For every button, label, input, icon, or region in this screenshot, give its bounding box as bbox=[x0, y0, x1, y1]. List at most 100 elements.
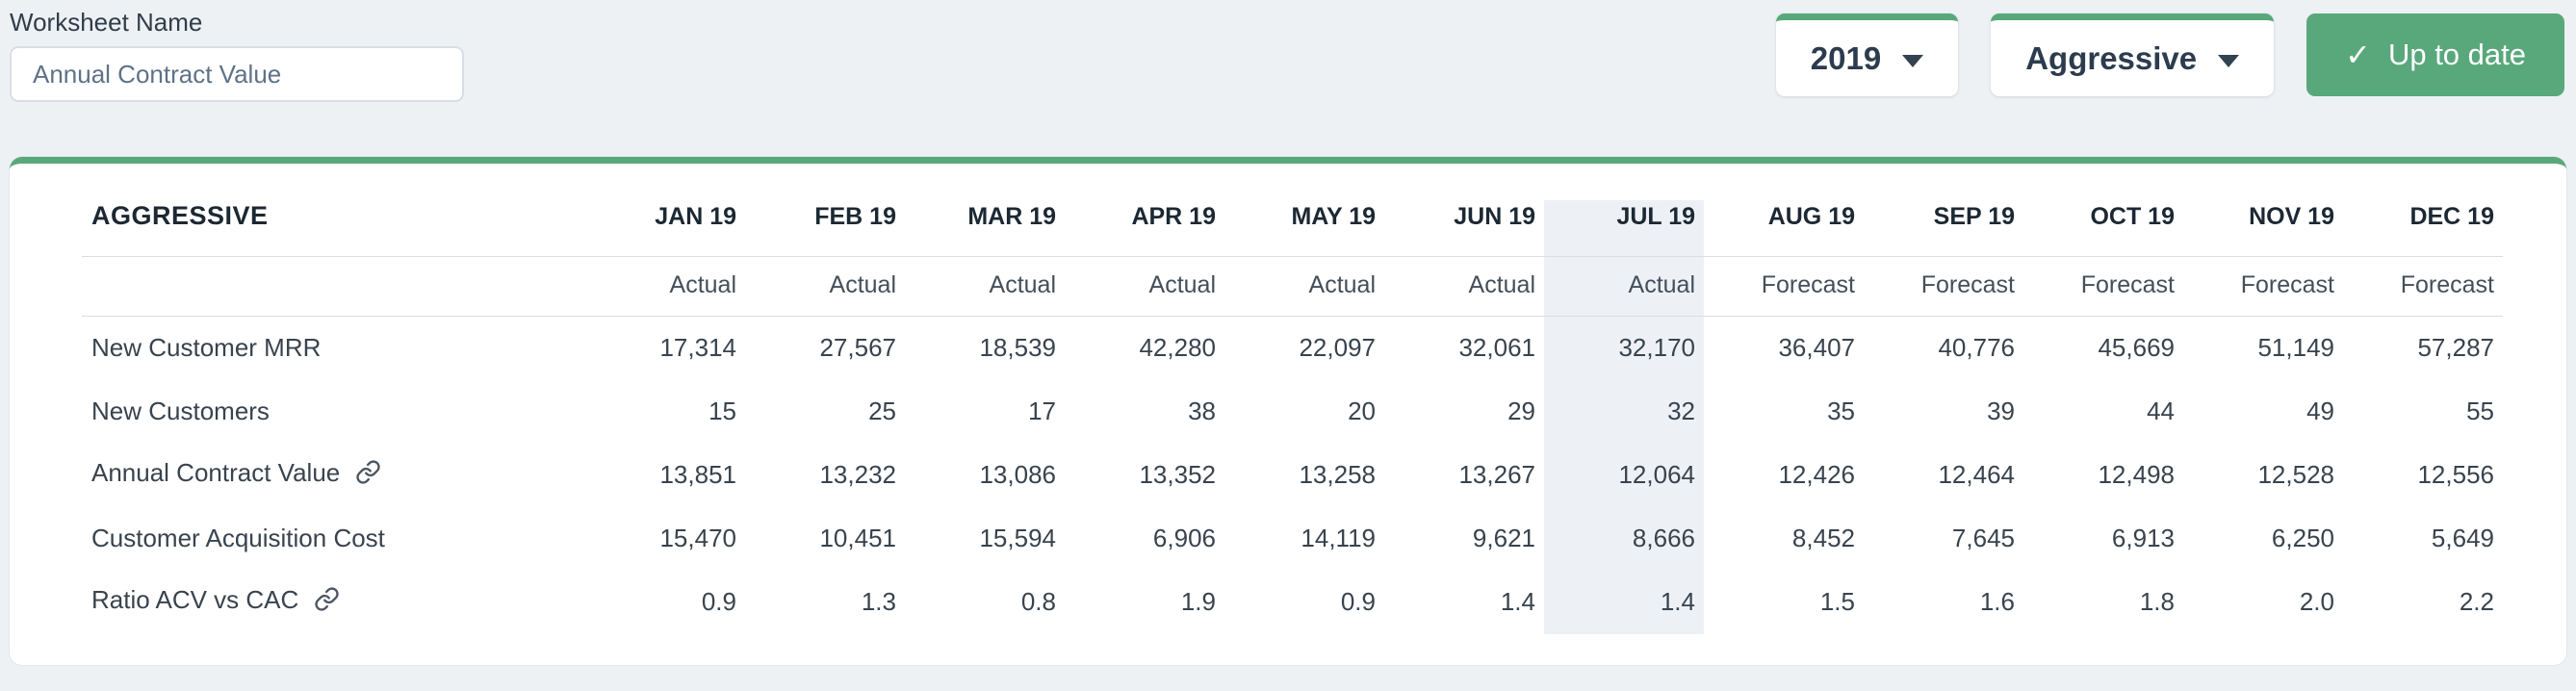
month-header-jul-19: JUL 19 bbox=[1544, 200, 1704, 257]
value-cell-new-customer-mrr-mar-19[interactable]: 18,539 bbox=[979, 333, 1056, 363]
value-cell-customer-acquisition-cost-sep-19[interactable]: 7,645 bbox=[1951, 524, 2015, 552]
period-type-jan-19: Actual bbox=[585, 256, 745, 317]
value-cell-ratio-acv-vs-cac-nov-19[interactable]: 2.0 bbox=[2299, 587, 2334, 616]
worksheet-name-block: Worksheet Name bbox=[10, 8, 464, 102]
value-cell-new-customer-mrr-may-19[interactable]: 22,097 bbox=[1299, 333, 1376, 363]
value-cell-new-customers-apr-19[interactable]: 38 bbox=[1188, 397, 1216, 425]
value-cell-new-customers-aug-19[interactable]: 35 bbox=[1827, 397, 1855, 425]
value-cell-ratio-acv-vs-cac-mar-19[interactable]: 0.8 bbox=[1020, 587, 1056, 616]
value-cell-new-customers-oct-19[interactable]: 44 bbox=[2147, 397, 2175, 425]
value-cell-new-customers-dec-19[interactable]: 55 bbox=[2466, 397, 2494, 425]
value-cell-new-customers-jan-19[interactable]: 15 bbox=[708, 397, 736, 425]
period-type-feb-19: Actual bbox=[745, 256, 905, 317]
value-cell-customer-acquisition-cost-aug-19[interactable]: 8,452 bbox=[1791, 524, 1855, 552]
value-cell-annual-contract-value-jul-19[interactable]: 12,064 bbox=[1544, 443, 1704, 507]
value-cell-ratio-acv-vs-cac-oct-19[interactable]: 1.8 bbox=[2139, 587, 2175, 616]
period-type-dec-19: Forecast bbox=[2343, 256, 2503, 317]
value-cell-ratio-acv-vs-cac-may-19[interactable]: 0.9 bbox=[1340, 587, 1376, 616]
link-icon[interactable] bbox=[355, 459, 381, 492]
value-cell-new-customer-mrr-dec-19[interactable]: 57,287 bbox=[2417, 333, 2494, 363]
period-type-spacer bbox=[82, 256, 585, 317]
value-cell-new-customer-mrr-feb-19[interactable]: 27,567 bbox=[819, 333, 896, 363]
value-cell-new-customers-feb-19[interactable]: 25 bbox=[868, 397, 896, 425]
value-cell-new-customers-may-19[interactable]: 20 bbox=[1348, 397, 1376, 425]
value-cell-annual-contract-value-nov-19[interactable]: 12,528 bbox=[2257, 460, 2334, 489]
period-type-row: Actual Actual Actual Actual Actual Actual Actu… bbox=[82, 256, 2503, 317]
row-label-text: New Customers bbox=[91, 397, 270, 425]
value-cell-new-customer-mrr-jul-19[interactable]: 32,170 bbox=[1544, 316, 1704, 380]
value-cell-customer-acquisition-cost-mar-19[interactable]: 15,594 bbox=[979, 524, 1056, 552]
value-cell-new-customer-mrr-jun-19[interactable]: 32,061 bbox=[1458, 333, 1535, 363]
value-cell-ratio-acv-vs-cac-apr-19[interactable]: 1.9 bbox=[1180, 587, 1216, 616]
month-header-row: AGGRESSIVE JAN 19 FEB 19 MAR 19 APR 19 MAY 1… bbox=[82, 200, 2503, 257]
row-label: Annual Contract Value bbox=[82, 444, 585, 507]
row-label-text: Annual Contract Value bbox=[91, 458, 341, 487]
value-cell-customer-acquisition-cost-jun-19[interactable]: 9,621 bbox=[1472, 524, 1535, 552]
value-cell-ratio-acv-vs-cac-jun-19[interactable]: 1.4 bbox=[1500, 587, 1535, 616]
value-cell-annual-contract-value-aug-19[interactable]: 12,426 bbox=[1778, 460, 1855, 489]
month-header-nov-19: NOV 19 bbox=[2183, 200, 2343, 257]
value-cell-ratio-acv-vs-cac-aug-19[interactable]: 1.5 bbox=[1819, 587, 1855, 616]
toolbar: 2019 Aggressive ✓ Up to date bbox=[1775, 13, 2564, 96]
value-cell-annual-contract-value-jan-19[interactable]: 13,851 bbox=[659, 460, 736, 489]
value-cell-customer-acquisition-cost-nov-19[interactable]: 6,250 bbox=[2271, 524, 2334, 552]
value-cell-new-customers-sep-19[interactable]: 39 bbox=[1987, 397, 2015, 425]
value-cell-new-customers-jun-19[interactable]: 29 bbox=[1507, 397, 1535, 425]
value-cell-customer-acquisition-cost-may-19[interactable]: 14,119 bbox=[1301, 524, 1376, 552]
value-cell-customer-acquisition-cost-oct-19[interactable]: 6,913 bbox=[2111, 524, 2175, 552]
month-header-mar-19: MAR 19 bbox=[905, 200, 1065, 257]
row-label-text: Ratio ACV vs CAC bbox=[91, 585, 299, 614]
value-cell-annual-contract-value-oct-19[interactable]: 12,498 bbox=[2098, 460, 2175, 489]
table-row-annual-contract-value: Annual Contract Value 13,851 13,232 13,086 1… bbox=[82, 443, 2503, 507]
value-cell-new-customer-mrr-oct-19[interactable]: 45,669 bbox=[2098, 333, 2175, 363]
checkmark-icon: ✓ bbox=[2345, 38, 2371, 72]
value-cell-new-customer-mrr-apr-19[interactable]: 42,280 bbox=[1139, 333, 1216, 363]
table-row-new-customer-mrr: New Customer MRR 17,314 27,567 18,539 42,280… bbox=[82, 316, 2503, 380]
scenario-dropdown[interactable]: Aggressive bbox=[1991, 13, 2275, 96]
month-header-jan-19: JAN 19 bbox=[585, 200, 745, 257]
value-cell-new-customer-mrr-aug-19[interactable]: 36,407 bbox=[1778, 333, 1855, 363]
value-cell-annual-contract-value-dec-19[interactable]: 12,556 bbox=[2417, 460, 2494, 489]
value-cell-customer-acquisition-cost-feb-19[interactable]: 10,451 bbox=[819, 524, 896, 552]
value-cell-new-customers-jul-19[interactable]: 32 bbox=[1544, 379, 1704, 444]
value-cell-new-customer-mrr-sep-19[interactable]: 40,776 bbox=[1938, 333, 2015, 363]
value-cell-customer-acquisition-cost-jul-19[interactable]: 8,666 bbox=[1544, 506, 1704, 571]
row-label: New Customer MRR bbox=[82, 317, 585, 380]
value-cell-ratio-acv-vs-cac-dec-19[interactable]: 2.2 bbox=[2459, 587, 2494, 616]
value-cell-annual-contract-value-mar-19[interactable]: 13,086 bbox=[979, 460, 1056, 489]
year-dropdown-value: 2019 bbox=[1810, 39, 1882, 76]
value-cell-customer-acquisition-cost-apr-19[interactable]: 6,906 bbox=[1152, 524, 1216, 552]
month-header-apr-19: APR 19 bbox=[1065, 200, 1224, 257]
value-cell-ratio-acv-vs-cac-sep-19[interactable]: 1.6 bbox=[1979, 587, 2015, 616]
value-cell-new-customers-mar-19[interactable]: 17 bbox=[1028, 397, 1056, 425]
value-cell-ratio-acv-vs-cac-jul-19[interactable]: 1.4 bbox=[1544, 570, 1704, 634]
period-type-jul-19: Actual bbox=[1544, 256, 1704, 317]
year-dropdown[interactable]: 2019 bbox=[1775, 13, 1959, 96]
month-header-sep-19: SEP 19 bbox=[1864, 200, 2023, 257]
row-label: Ratio ACV vs CAC bbox=[82, 571, 585, 634]
link-icon[interactable] bbox=[314, 586, 340, 619]
value-cell-customer-acquisition-cost-jan-19[interactable]: 15,470 bbox=[659, 524, 736, 552]
value-cell-annual-contract-value-feb-19[interactable]: 13,232 bbox=[819, 460, 896, 489]
period-type-sep-19: Forecast bbox=[1864, 256, 2023, 317]
chevron-down-icon bbox=[2218, 54, 2240, 67]
worksheet-name-input[interactable] bbox=[10, 46, 464, 102]
value-cell-new-customer-mrr-jan-19[interactable]: 17,314 bbox=[659, 333, 736, 363]
table-title: AGGRESSIVE bbox=[82, 200, 585, 257]
value-cell-annual-contract-value-apr-19[interactable]: 13,352 bbox=[1139, 460, 1216, 489]
value-cell-annual-contract-value-jun-19[interactable]: 13,267 bbox=[1458, 460, 1535, 489]
month-header-aug-19: AUG 19 bbox=[1704, 200, 1864, 257]
value-cell-customer-acquisition-cost-dec-19[interactable]: 5,649 bbox=[2431, 524, 2494, 552]
period-type-jun-19: Actual bbox=[1384, 256, 1544, 317]
period-type-nov-19: Forecast bbox=[2183, 256, 2343, 317]
period-type-may-19: Actual bbox=[1224, 256, 1384, 317]
value-cell-ratio-acv-vs-cac-jan-19[interactable]: 0.9 bbox=[701, 587, 736, 616]
value-cell-new-customer-mrr-nov-19[interactable]: 51,149 bbox=[2257, 333, 2334, 363]
value-cell-annual-contract-value-may-19[interactable]: 13,258 bbox=[1299, 460, 1376, 489]
chevron-down-icon bbox=[1902, 54, 1924, 67]
value-cell-new-customers-nov-19[interactable]: 49 bbox=[2306, 397, 2334, 425]
month-header-feb-19: FEB 19 bbox=[745, 200, 905, 257]
value-cell-ratio-acv-vs-cac-feb-19[interactable]: 1.3 bbox=[861, 587, 896, 616]
value-cell-annual-contract-value-sep-19[interactable]: 12,464 bbox=[1938, 460, 2015, 489]
up-to-date-button[interactable]: ✓ Up to date bbox=[2306, 13, 2564, 96]
